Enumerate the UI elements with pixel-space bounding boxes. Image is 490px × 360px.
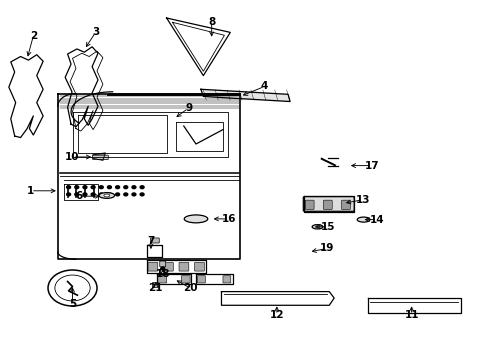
Circle shape	[48, 270, 97, 306]
FancyBboxPatch shape	[93, 155, 108, 159]
FancyBboxPatch shape	[150, 238, 159, 243]
Text: 19: 19	[320, 243, 335, 253]
Text: 16: 16	[222, 214, 237, 224]
Text: 3: 3	[92, 27, 99, 37]
Text: 5: 5	[69, 299, 76, 309]
Ellipse shape	[315, 226, 320, 228]
Circle shape	[132, 186, 136, 189]
FancyBboxPatch shape	[223, 276, 231, 283]
FancyBboxPatch shape	[305, 200, 314, 210]
Circle shape	[91, 186, 95, 189]
Text: 6: 6	[76, 191, 83, 201]
Circle shape	[140, 193, 144, 196]
Circle shape	[140, 186, 144, 189]
Text: 4: 4	[261, 81, 269, 91]
Circle shape	[107, 193, 111, 196]
FancyBboxPatch shape	[152, 283, 158, 288]
FancyBboxPatch shape	[197, 276, 205, 283]
Ellipse shape	[312, 225, 323, 229]
Circle shape	[83, 193, 87, 196]
Polygon shape	[93, 153, 105, 160]
Circle shape	[107, 186, 111, 189]
Text: 9: 9	[185, 103, 192, 113]
FancyBboxPatch shape	[179, 262, 189, 271]
Circle shape	[124, 186, 128, 189]
FancyBboxPatch shape	[164, 262, 173, 271]
Circle shape	[99, 193, 103, 196]
FancyBboxPatch shape	[342, 200, 350, 210]
Text: 12: 12	[270, 310, 284, 320]
Text: 17: 17	[365, 161, 380, 171]
Text: 18: 18	[155, 269, 170, 279]
Circle shape	[124, 193, 128, 196]
Text: 2: 2	[30, 31, 37, 41]
Ellipse shape	[104, 194, 110, 197]
Text: 20: 20	[183, 283, 197, 293]
Text: 10: 10	[65, 152, 80, 162]
Text: 8: 8	[208, 17, 215, 27]
Text: 14: 14	[370, 215, 385, 225]
Circle shape	[161, 267, 165, 270]
Circle shape	[75, 193, 79, 196]
Ellipse shape	[357, 217, 370, 222]
Circle shape	[67, 186, 71, 189]
Ellipse shape	[99, 193, 115, 198]
FancyBboxPatch shape	[303, 197, 354, 211]
FancyBboxPatch shape	[158, 276, 167, 283]
Circle shape	[75, 186, 79, 189]
FancyBboxPatch shape	[160, 261, 166, 267]
FancyBboxPatch shape	[195, 262, 204, 271]
Text: 1: 1	[27, 186, 34, 196]
Circle shape	[99, 186, 103, 189]
Text: 7: 7	[147, 236, 155, 246]
Polygon shape	[201, 89, 290, 102]
Circle shape	[132, 193, 136, 196]
FancyBboxPatch shape	[323, 200, 332, 210]
Circle shape	[67, 193, 71, 196]
Circle shape	[55, 275, 90, 301]
Ellipse shape	[184, 215, 208, 223]
FancyBboxPatch shape	[181, 276, 190, 283]
FancyBboxPatch shape	[148, 262, 158, 271]
Circle shape	[116, 193, 120, 196]
Text: 11: 11	[404, 310, 419, 320]
Circle shape	[116, 186, 120, 189]
Text: 13: 13	[355, 195, 370, 205]
Text: 21: 21	[148, 283, 163, 293]
Text: 15: 15	[321, 222, 336, 232]
Circle shape	[91, 193, 95, 196]
Circle shape	[83, 186, 87, 189]
